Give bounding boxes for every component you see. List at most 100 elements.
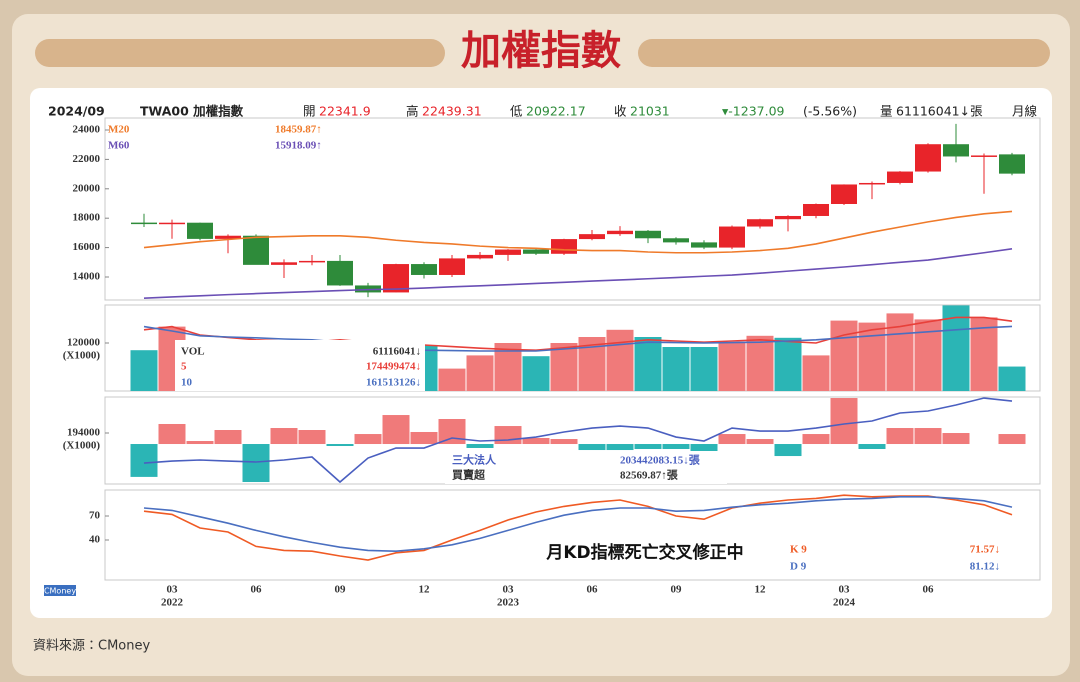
candle-body bbox=[915, 144, 941, 172]
bar bbox=[746, 439, 774, 445]
bar bbox=[718, 342, 746, 391]
header-date: 2024/09 bbox=[48, 104, 105, 119]
annotation: 月KD指標死亡交叉修正中 bbox=[545, 542, 743, 563]
candle-body bbox=[215, 235, 241, 239]
legend-name: M60 bbox=[108, 140, 130, 152]
legend-value: 15918.09↑ bbox=[275, 140, 322, 152]
x-tick-label: 12 bbox=[419, 584, 431, 596]
candle-body bbox=[691, 242, 717, 248]
bar bbox=[634, 444, 662, 450]
y-unit: (X1000) bbox=[63, 350, 101, 362]
candle-body bbox=[971, 155, 997, 157]
bar bbox=[858, 322, 886, 391]
y-unit: (X1000) bbox=[63, 440, 101, 452]
y-tick-label: 18000 bbox=[73, 212, 101, 224]
legend-name: 5 bbox=[181, 361, 187, 373]
bar bbox=[578, 444, 606, 451]
legend-value: 18459.87↑ bbox=[275, 124, 322, 136]
legend-name: 買賣超 bbox=[452, 468, 486, 482]
bar bbox=[998, 434, 1026, 445]
title-bar-left bbox=[35, 39, 445, 67]
x-tick-label: 06 bbox=[251, 584, 263, 596]
candle-body bbox=[635, 230, 661, 239]
bar bbox=[718, 434, 746, 445]
header-close-label: 收 bbox=[614, 104, 627, 119]
bar bbox=[522, 438, 550, 445]
bar bbox=[774, 444, 802, 457]
candle-body bbox=[831, 184, 857, 204]
series-line bbox=[143, 325, 1013, 352]
header-low-label: 低 bbox=[510, 104, 523, 119]
legend-value: 174499474↓ bbox=[366, 361, 421, 373]
y-tick-label: 120000 bbox=[67, 337, 101, 349]
candle-body bbox=[747, 219, 773, 227]
bar bbox=[914, 428, 942, 445]
bar bbox=[830, 320, 858, 391]
y-tick-label: 194000 bbox=[67, 427, 101, 439]
candle-body bbox=[159, 222, 185, 225]
bar bbox=[662, 444, 690, 450]
legend-value: 203442083.15↓張 bbox=[620, 454, 701, 467]
x-year-label: 2024 bbox=[833, 597, 856, 609]
y-tick-label: 40 bbox=[89, 534, 101, 546]
header-change: ▾-1237.09 bbox=[722, 104, 785, 119]
legend-value: 81.12↓ bbox=[970, 561, 1000, 573]
candle-body bbox=[299, 260, 325, 263]
y-tick-label: 24000 bbox=[73, 124, 101, 136]
header-high-label: 高 bbox=[406, 104, 419, 119]
bar bbox=[690, 444, 718, 451]
bar bbox=[690, 347, 718, 391]
candle-body bbox=[551, 239, 577, 254]
bar bbox=[130, 350, 158, 391]
bar bbox=[886, 428, 914, 445]
header-volume-label: 量 bbox=[880, 104, 893, 119]
candle-body bbox=[719, 226, 745, 248]
candle-body bbox=[943, 144, 969, 157]
x-year-label: 2022 bbox=[161, 597, 184, 609]
legend-name: VOL bbox=[181, 346, 205, 358]
price-panel bbox=[104, 117, 1041, 301]
bar bbox=[830, 398, 858, 445]
bar bbox=[242, 444, 270, 483]
header-close: 21031 bbox=[630, 104, 670, 119]
candle-body bbox=[439, 258, 465, 275]
legend-value: 161513126↓ bbox=[366, 377, 421, 389]
x-tick-label: 09 bbox=[335, 584, 347, 596]
header-period: 月線 bbox=[1012, 104, 1038, 119]
bar bbox=[158, 423, 186, 445]
header-high: 22439.31 bbox=[422, 104, 482, 119]
y-tick-label: 20000 bbox=[73, 182, 101, 194]
series-line bbox=[143, 210, 1013, 254]
bar bbox=[438, 419, 466, 445]
bar bbox=[662, 347, 690, 391]
chart-panel bbox=[30, 88, 1052, 618]
legend-name: 10 bbox=[181, 377, 193, 389]
candle-body bbox=[411, 264, 437, 275]
x-tick-label: 06 bbox=[587, 584, 599, 596]
bar bbox=[550, 439, 578, 445]
bar bbox=[858, 444, 886, 450]
candle-body bbox=[663, 238, 689, 243]
candle-body bbox=[887, 171, 913, 183]
bar bbox=[550, 343, 578, 391]
series-line bbox=[143, 397, 1013, 484]
legend-box bbox=[175, 340, 425, 391]
bar bbox=[606, 444, 634, 451]
bar bbox=[802, 434, 830, 445]
bar bbox=[466, 355, 494, 391]
bar bbox=[494, 426, 522, 445]
candle-body bbox=[999, 154, 1025, 174]
bar bbox=[270, 428, 298, 445]
bar bbox=[298, 430, 326, 445]
legend-name: D 9 bbox=[790, 561, 807, 573]
legend-box bbox=[445, 452, 727, 484]
bar bbox=[186, 441, 214, 445]
series-line bbox=[143, 494, 1013, 561]
bar bbox=[634, 337, 662, 391]
kd-panel bbox=[104, 489, 1041, 581]
candle-body bbox=[579, 234, 605, 240]
series-line bbox=[143, 496, 1013, 553]
x-tick-label: 12 bbox=[755, 584, 767, 596]
